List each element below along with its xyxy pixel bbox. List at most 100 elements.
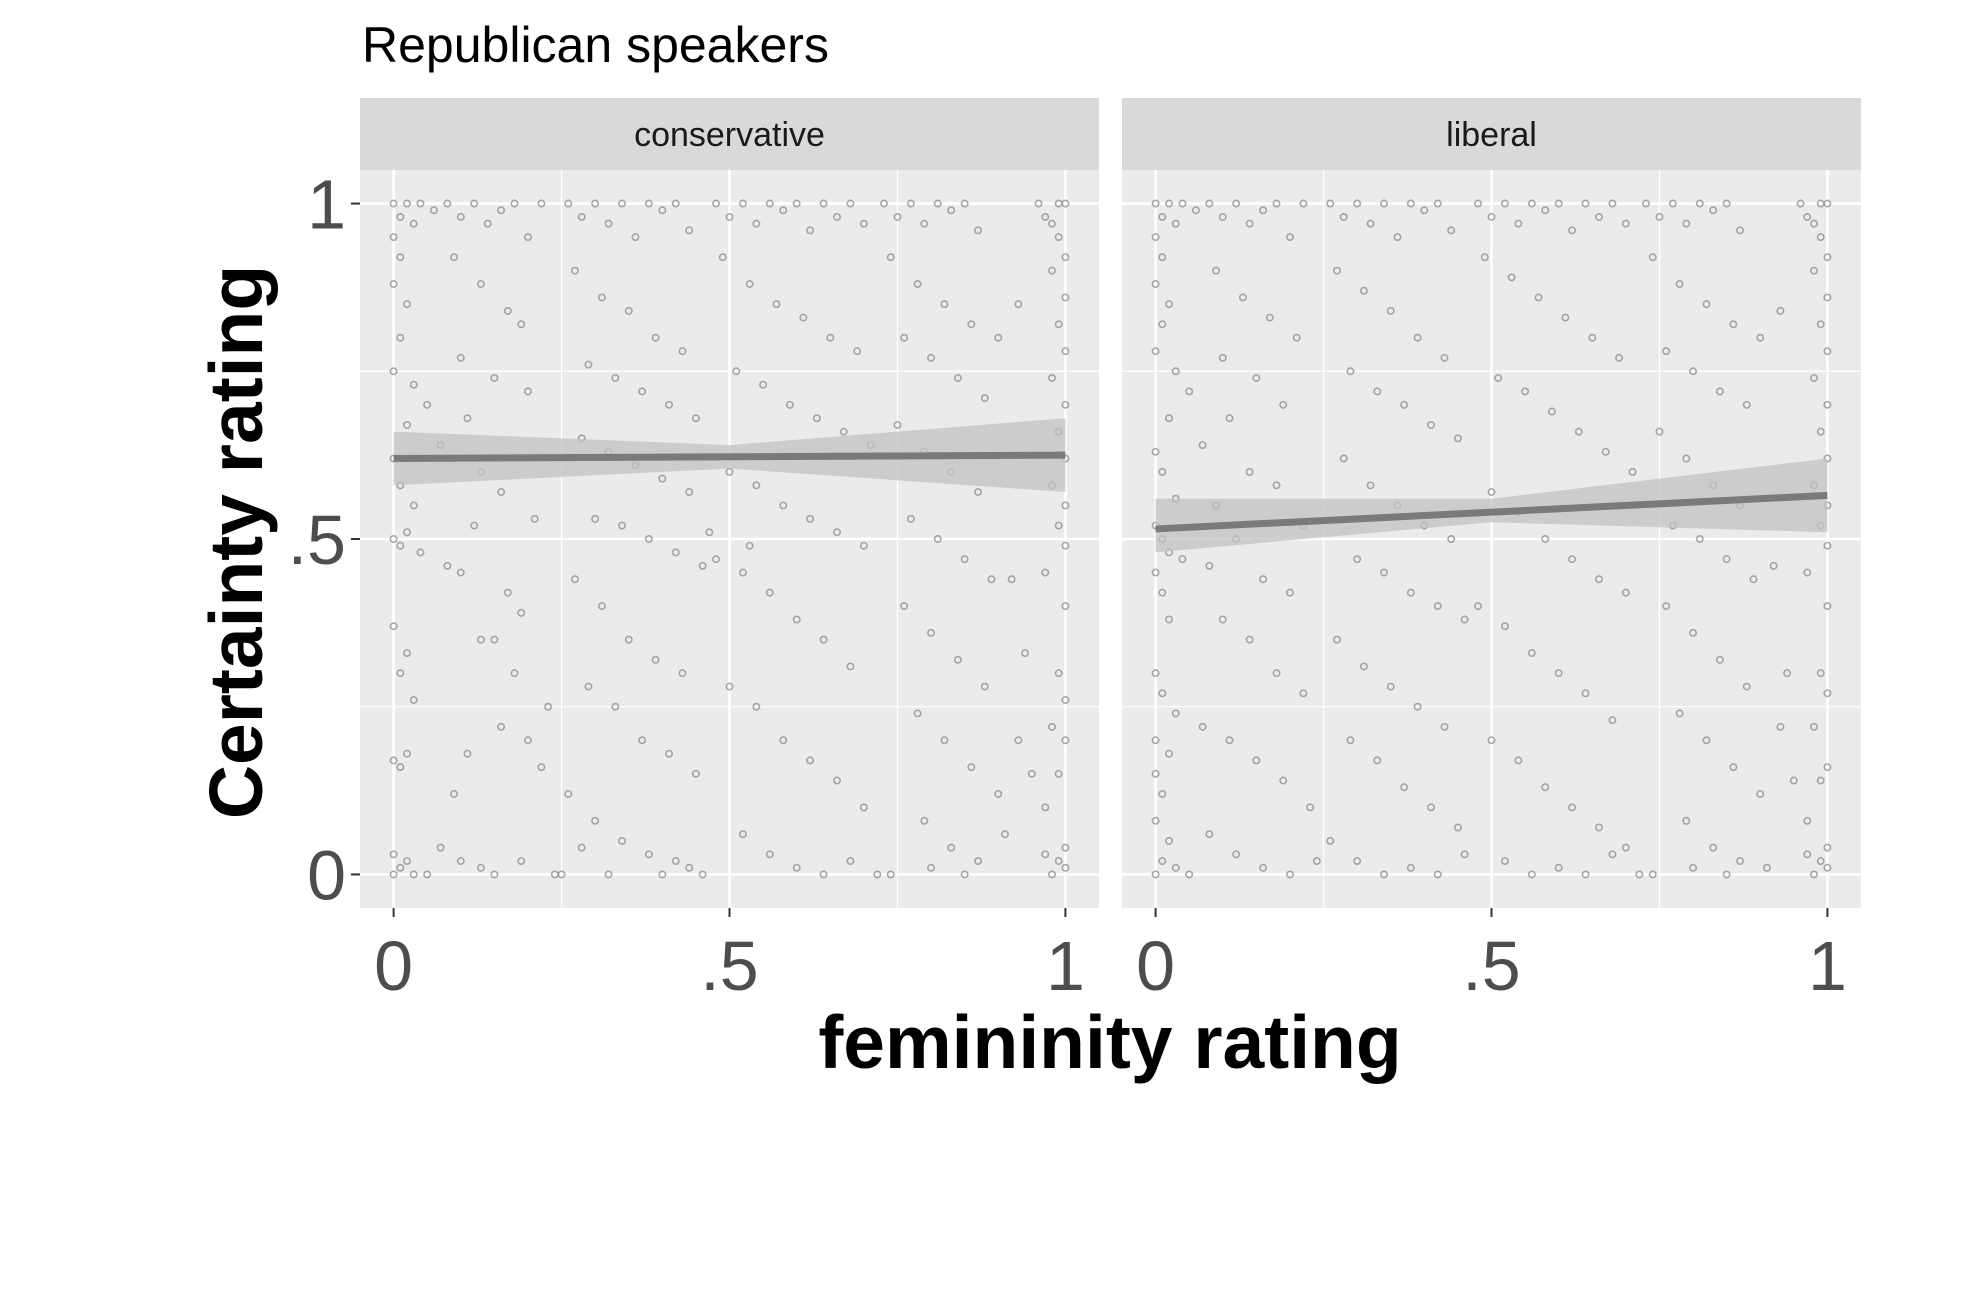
data-point xyxy=(1541,206,1550,215)
data-point xyxy=(1608,199,1617,208)
data-point xyxy=(913,280,922,289)
data-point xyxy=(1642,199,1651,208)
data-point xyxy=(1047,870,1056,879)
data-point xyxy=(1675,280,1684,289)
data-point xyxy=(403,199,412,208)
data-point xyxy=(880,199,889,208)
data-point xyxy=(712,199,721,208)
data-point xyxy=(1165,414,1174,423)
data-point xyxy=(1601,447,1610,456)
data-point xyxy=(396,863,405,872)
data-point xyxy=(1047,373,1056,382)
data-point xyxy=(1581,870,1590,879)
data-point xyxy=(1453,434,1462,443)
x-tick-label: 1 xyxy=(1046,927,1085,1005)
data-point xyxy=(470,521,479,530)
data-point xyxy=(1541,783,1550,792)
data-point xyxy=(1581,689,1590,698)
data-point xyxy=(1474,602,1483,611)
data-point xyxy=(1420,206,1429,215)
data-point xyxy=(1265,313,1274,322)
data-point xyxy=(1178,199,1187,208)
data-point xyxy=(1427,803,1436,812)
data-point xyxy=(1487,736,1496,745)
data-point xyxy=(1527,649,1536,658)
data-point xyxy=(389,534,398,543)
data-point xyxy=(1366,481,1375,490)
data-point xyxy=(832,212,841,221)
data-point xyxy=(1447,226,1456,235)
data-point xyxy=(1185,387,1194,396)
data-point xyxy=(1359,286,1368,295)
data-point xyxy=(859,219,868,228)
data-point xyxy=(436,843,445,852)
data-point xyxy=(1406,588,1415,597)
data-point xyxy=(920,219,929,228)
data-point xyxy=(1762,863,1771,872)
data-point xyxy=(886,870,895,879)
data-point xyxy=(570,575,579,584)
data-point xyxy=(1218,212,1227,221)
data-point xyxy=(691,769,700,778)
data-point xyxy=(450,789,459,798)
data-point xyxy=(1648,870,1657,879)
data-point xyxy=(1359,662,1368,671)
data-point xyxy=(745,541,754,550)
data-point xyxy=(1191,206,1200,215)
data-point xyxy=(900,602,909,611)
data-point xyxy=(698,870,707,879)
data-point xyxy=(1427,420,1436,429)
data-point xyxy=(490,635,499,644)
data-point xyxy=(1440,722,1449,731)
data-point xyxy=(510,669,519,678)
data-point xyxy=(1218,615,1227,624)
data-point xyxy=(1292,333,1301,342)
facet-strip-liberal xyxy=(1122,98,1861,170)
data-point xyxy=(1259,575,1268,584)
data-point xyxy=(456,568,465,577)
data-point xyxy=(1041,803,1050,812)
data-point xyxy=(1272,481,1281,490)
data-point xyxy=(1514,219,1523,228)
data-point xyxy=(1061,501,1070,510)
data-point xyxy=(1406,863,1415,872)
data-point xyxy=(517,320,526,329)
data-point xyxy=(1823,253,1832,262)
data-point xyxy=(476,280,485,289)
data-point xyxy=(389,622,398,631)
data-point xyxy=(1021,649,1030,658)
gridlines-conservative xyxy=(360,170,1099,908)
data-point xyxy=(1299,689,1308,698)
data-point xyxy=(1682,816,1691,825)
data-point xyxy=(1702,300,1711,309)
data-point xyxy=(1682,219,1691,228)
data-point xyxy=(1171,367,1180,376)
data-point xyxy=(765,199,774,208)
data-point xyxy=(1816,776,1825,785)
data-point xyxy=(1635,870,1644,879)
data-point xyxy=(819,635,828,644)
y-axis-title: Certainty rating xyxy=(194,265,278,819)
data-point xyxy=(618,521,627,530)
data-point xyxy=(1218,353,1227,362)
data-point xyxy=(1346,367,1355,376)
data-point xyxy=(1158,588,1167,597)
data-point xyxy=(1158,253,1167,262)
data-point xyxy=(826,333,835,342)
data-point xyxy=(1205,561,1214,570)
data-point xyxy=(1568,226,1577,235)
data-point xyxy=(517,857,526,866)
data-point xyxy=(1158,320,1167,329)
data-point xyxy=(933,199,942,208)
data-point xyxy=(792,863,801,872)
data-point xyxy=(1749,575,1758,584)
data-point xyxy=(1171,709,1180,718)
data-point xyxy=(1373,387,1382,396)
data-point xyxy=(873,870,882,879)
data-point xyxy=(497,488,506,497)
data-point xyxy=(423,870,432,879)
data-point xyxy=(577,212,586,221)
data-point xyxy=(960,199,969,208)
data-point xyxy=(1014,736,1023,745)
